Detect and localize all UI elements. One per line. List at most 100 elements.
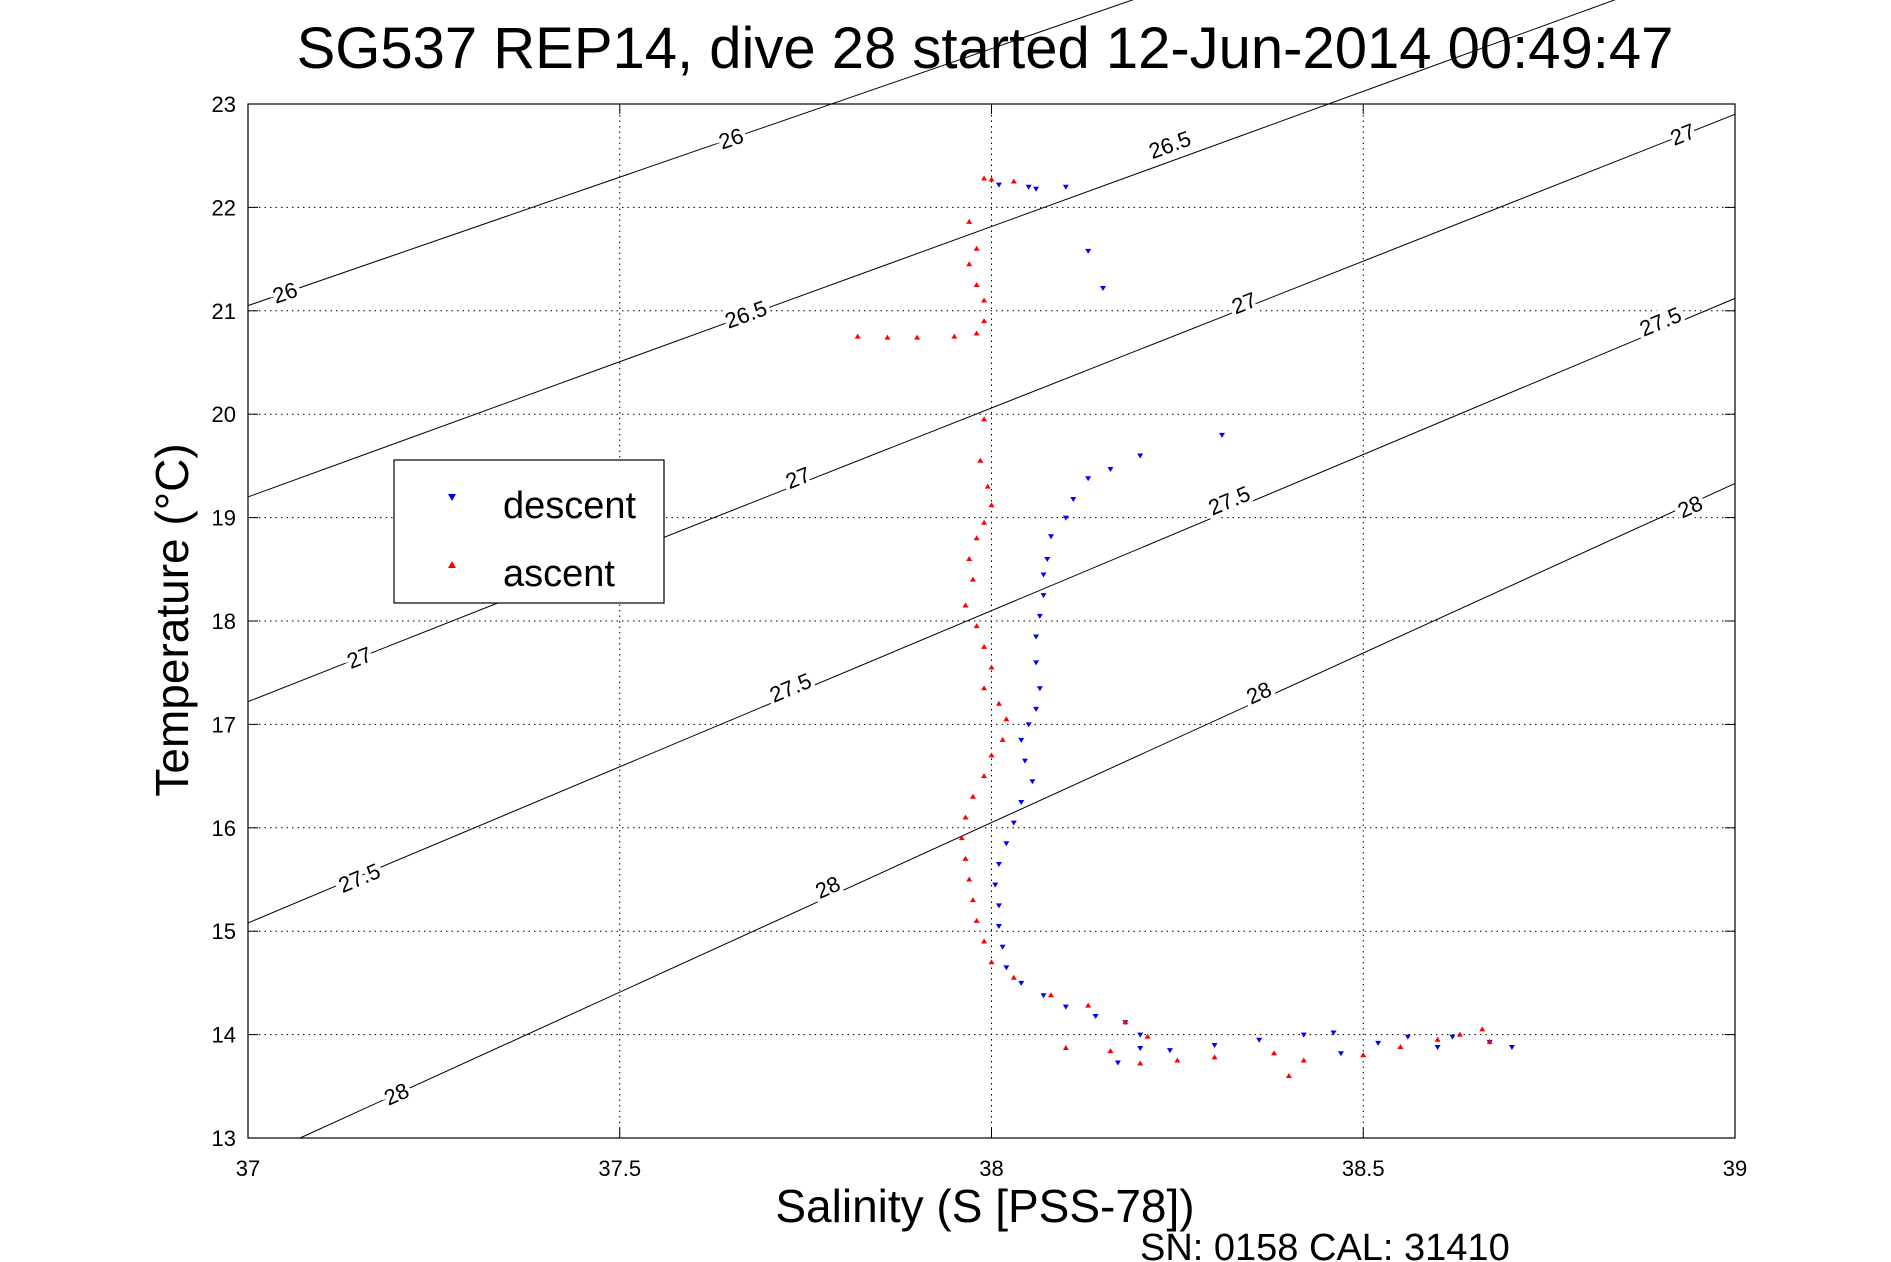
ascent-point bbox=[962, 855, 969, 861]
descent-point bbox=[1256, 1037, 1263, 1043]
descent-point bbox=[1036, 686, 1043, 692]
descent-point bbox=[1025, 184, 1032, 190]
descent-point bbox=[1003, 965, 1010, 971]
descent-point bbox=[1033, 660, 1040, 666]
ascent-point bbox=[951, 333, 958, 339]
ascent-point bbox=[1010, 974, 1017, 980]
ascent-point bbox=[962, 814, 969, 820]
y-tick-label: 18 bbox=[212, 609, 236, 634]
ascent-point bbox=[988, 959, 995, 965]
ascent-point bbox=[969, 897, 976, 903]
descent-point bbox=[1036, 613, 1043, 619]
ascent-point bbox=[973, 281, 980, 287]
descent-point bbox=[1021, 758, 1028, 764]
ascent-point bbox=[962, 602, 969, 608]
descent-point bbox=[1040, 572, 1047, 578]
descent-point bbox=[999, 944, 1006, 950]
descent-point bbox=[1047, 534, 1054, 540]
descent-point bbox=[1018, 737, 1025, 743]
ascent-point bbox=[1174, 1057, 1181, 1063]
y-tick-label: 14 bbox=[212, 1023, 236, 1048]
descent-series bbox=[992, 182, 1515, 1066]
ascent-point bbox=[1479, 1026, 1486, 1032]
ascent-point bbox=[1010, 178, 1017, 184]
descent-point bbox=[1010, 820, 1017, 826]
descent-point bbox=[992, 882, 999, 888]
descent-point bbox=[1211, 1042, 1218, 1048]
ascent-point bbox=[1085, 1002, 1092, 1008]
ascent-point bbox=[981, 938, 988, 944]
contour-line bbox=[247, 297, 1736, 924]
ascent-point bbox=[981, 175, 988, 181]
y-tick-label: 19 bbox=[212, 506, 236, 531]
ascent-point bbox=[1300, 1057, 1307, 1063]
descent-point bbox=[1018, 799, 1025, 805]
descent-point bbox=[1085, 476, 1092, 482]
descent-point bbox=[1033, 706, 1040, 712]
ascent-point bbox=[999, 736, 1006, 742]
x-tick-label: 37 bbox=[236, 1156, 260, 1181]
descent-point bbox=[1100, 286, 1107, 292]
descent-point bbox=[1434, 1045, 1441, 1051]
chart-title: SG537 REP14, dive 28 started 12-Jun-2014… bbox=[297, 16, 1674, 81]
ascent-point bbox=[1456, 1031, 1463, 1037]
ascent-point bbox=[981, 685, 988, 691]
ascent-point bbox=[1107, 1048, 1114, 1054]
ascent-point bbox=[1003, 716, 1010, 722]
y-tick-label: 13 bbox=[212, 1126, 236, 1151]
descent-point bbox=[1218, 432, 1225, 438]
descent-point bbox=[1018, 980, 1025, 986]
y-tick-label: 22 bbox=[212, 195, 236, 220]
descent-point bbox=[1062, 515, 1069, 521]
contour-line bbox=[247, 0, 1616, 498]
ascent-point bbox=[969, 576, 976, 582]
descent-point bbox=[995, 182, 1002, 188]
ascent-point bbox=[854, 333, 861, 339]
descent-point bbox=[1003, 841, 1010, 847]
ascent-point bbox=[969, 793, 976, 799]
ascent-point bbox=[1285, 1072, 1292, 1078]
legend-ascent-label: ascent bbox=[503, 553, 615, 595]
ascent-point bbox=[1062, 1045, 1069, 1051]
descent-point bbox=[1107, 467, 1114, 473]
ascent-point bbox=[966, 555, 973, 561]
descent-point bbox=[1085, 248, 1092, 254]
x-tick-label: 39 bbox=[1723, 1156, 1747, 1181]
ascent-point bbox=[977, 457, 984, 463]
ascent-point bbox=[981, 773, 988, 779]
y-tick-label: 21 bbox=[212, 299, 236, 324]
descent-point bbox=[1508, 1045, 1515, 1051]
ascent-point bbox=[1144, 1033, 1151, 1039]
descent-point bbox=[1300, 1032, 1307, 1038]
ascent-point bbox=[973, 330, 980, 336]
ascent-point bbox=[984, 483, 991, 489]
descent-point bbox=[1033, 186, 1040, 192]
descent-point bbox=[995, 903, 1002, 909]
legend-descent-label: descent bbox=[503, 485, 637, 527]
y-tick-label: 23 bbox=[212, 92, 236, 117]
ascent-point bbox=[1047, 992, 1054, 998]
instrument-footer: SN: 0158 CAL: 31410 bbox=[1140, 1227, 1510, 1262]
descent-point bbox=[1337, 1051, 1344, 1057]
ascent-point bbox=[981, 416, 988, 422]
descent-point bbox=[1137, 1032, 1144, 1038]
legend-descent-marker bbox=[448, 494, 456, 501]
ascent-point bbox=[958, 835, 965, 841]
descent-point bbox=[1062, 1004, 1069, 1010]
descent-point bbox=[1070, 496, 1077, 502]
x-axis-label: Salinity (S [PSS-78]) bbox=[775, 1180, 1194, 1232]
descent-point bbox=[1062, 184, 1069, 190]
ascent-point bbox=[914, 334, 921, 340]
contour-line bbox=[299, 483, 1736, 1139]
ascent-point bbox=[1211, 1054, 1218, 1060]
descent-point bbox=[995, 924, 1002, 930]
ascent-point bbox=[981, 297, 988, 303]
descent-point bbox=[1044, 556, 1051, 562]
y-axis-label: Temperature (°C) bbox=[146, 443, 198, 796]
ascent-point bbox=[966, 218, 973, 224]
descent-point bbox=[1025, 722, 1032, 728]
ascent-point bbox=[988, 664, 995, 670]
ascent-point bbox=[973, 917, 980, 923]
ascent-point bbox=[1122, 1019, 1129, 1025]
ascent-point bbox=[995, 700, 1002, 706]
